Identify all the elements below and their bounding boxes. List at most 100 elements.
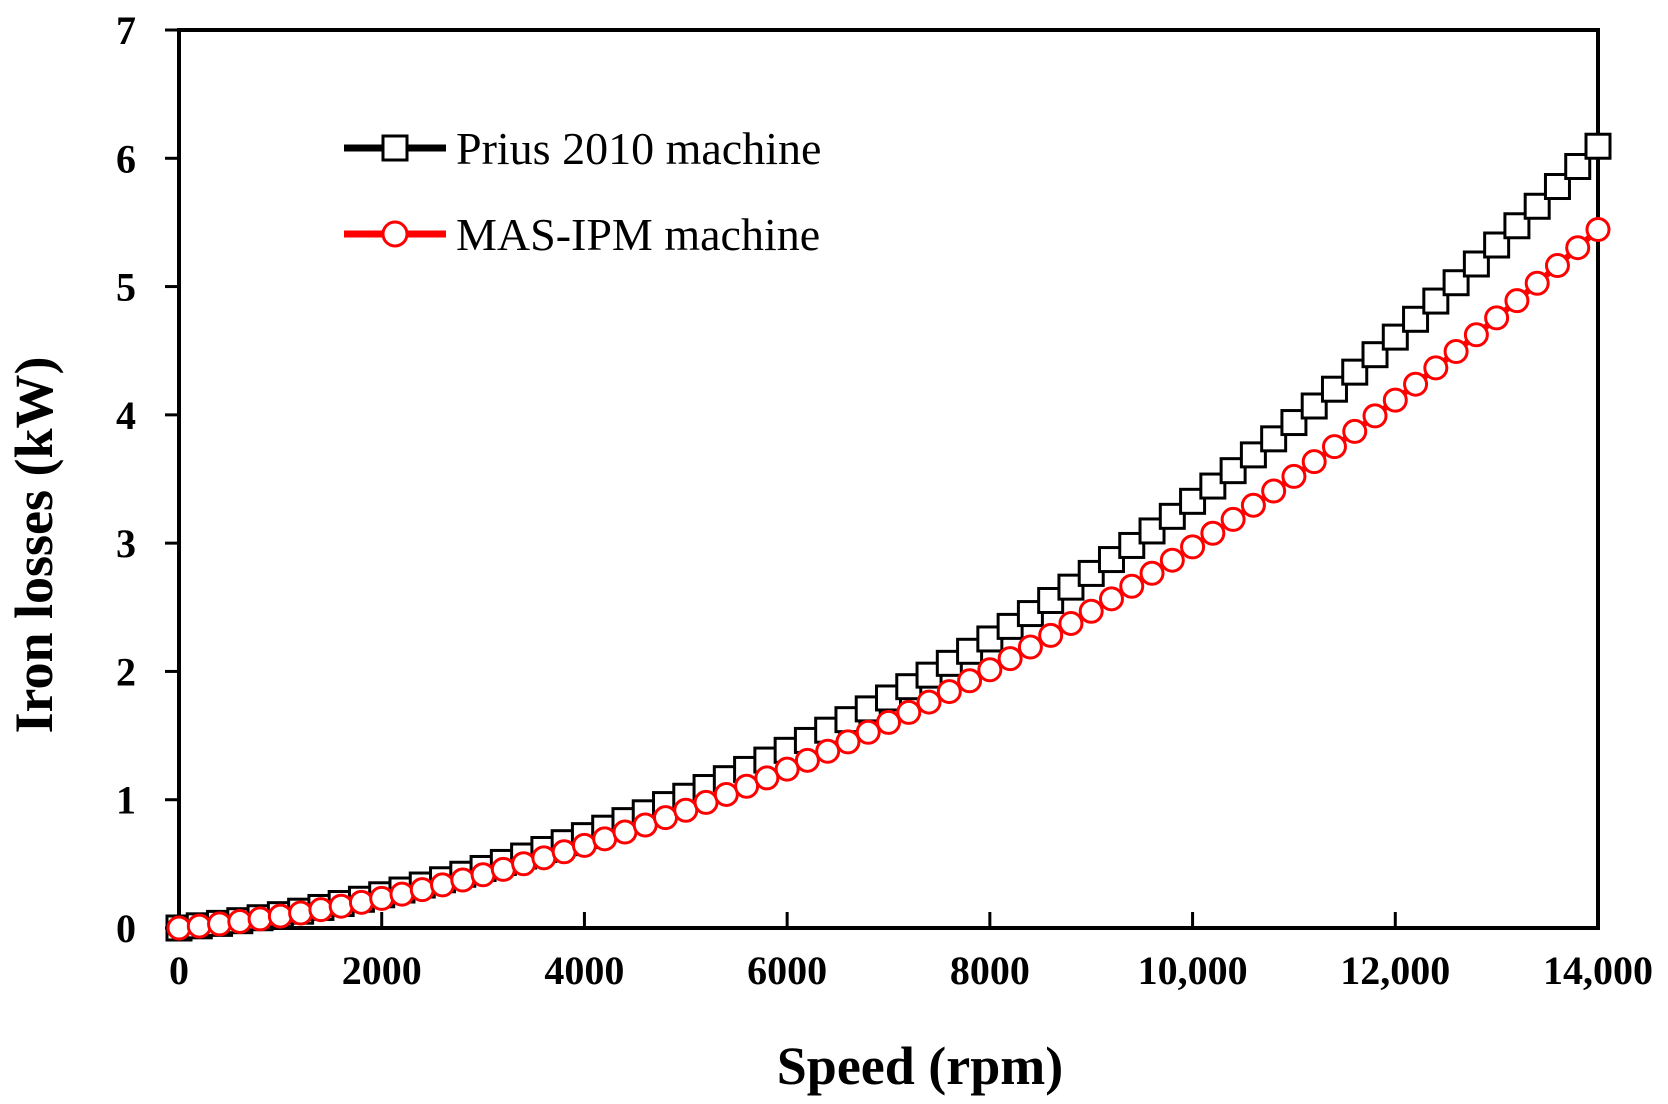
data-point bbox=[734, 773, 760, 799]
data-point bbox=[1544, 253, 1570, 279]
data-point bbox=[1200, 520, 1226, 546]
data-point bbox=[227, 908, 253, 934]
data-point bbox=[450, 867, 476, 893]
data-point bbox=[551, 839, 577, 865]
data-point bbox=[794, 747, 820, 773]
data-point bbox=[936, 679, 962, 705]
data-point bbox=[369, 885, 395, 911]
data-point bbox=[896, 699, 922, 725]
data-point bbox=[470, 862, 496, 888]
data-point bbox=[1281, 463, 1307, 489]
data-point bbox=[997, 646, 1023, 672]
data-point bbox=[1321, 434, 1347, 460]
x-tick-label: 2000 bbox=[342, 948, 422, 993]
data-point bbox=[916, 689, 942, 715]
data-point bbox=[1180, 534, 1206, 560]
data-point bbox=[1403, 371, 1429, 397]
data-point bbox=[592, 826, 618, 852]
data-point bbox=[1179, 487, 1207, 515]
data-point bbox=[409, 877, 435, 903]
legend-marker bbox=[381, 220, 409, 248]
data-point bbox=[1504, 288, 1530, 314]
x-tick-label: 14,000 bbox=[1543, 948, 1653, 993]
data-point bbox=[166, 915, 192, 941]
data-point bbox=[1119, 573, 1145, 599]
data-point bbox=[1220, 506, 1246, 532]
data-point bbox=[957, 668, 983, 694]
data-point bbox=[1423, 355, 1449, 381]
plot-frame bbox=[177, 28, 1600, 930]
legend: Prius 2010 machine MAS-IPM machine bbox=[344, 123, 821, 260]
data-point bbox=[1038, 622, 1064, 648]
data-point bbox=[186, 913, 212, 939]
series-line bbox=[178, 144, 1601, 931]
data-point bbox=[1524, 270, 1550, 296]
data-point bbox=[1463, 322, 1489, 348]
data-point bbox=[713, 781, 739, 807]
series-2 bbox=[166, 216, 1611, 941]
y-tick-label: 4 bbox=[116, 393, 136, 438]
data-point bbox=[1301, 449, 1327, 475]
x-tick-label: 10,000 bbox=[1138, 948, 1248, 993]
data-point bbox=[612, 819, 638, 845]
data-point bbox=[632, 812, 658, 838]
data-point bbox=[1342, 418, 1368, 444]
y-tick-label: 6 bbox=[116, 136, 136, 181]
y-axis-ticks: 0 1 2 3 4 5 6 7 bbox=[116, 8, 179, 951]
y-tick-label: 3 bbox=[116, 521, 136, 566]
data-point bbox=[207, 911, 233, 937]
data-point bbox=[693, 789, 719, 815]
data-point bbox=[1240, 492, 1266, 518]
data-point bbox=[1361, 341, 1389, 369]
series-1 bbox=[165, 132, 1612, 942]
data-point bbox=[1362, 403, 1388, 429]
legend-label: MAS-IPM machine bbox=[456, 209, 820, 260]
data-point bbox=[835, 729, 861, 755]
data-point bbox=[1443, 338, 1469, 364]
data-point bbox=[511, 851, 537, 877]
data-point bbox=[855, 719, 881, 745]
data-point bbox=[977, 657, 1003, 683]
data-point bbox=[1261, 478, 1287, 504]
data-point bbox=[328, 893, 354, 919]
x-tick-label: 6000 bbox=[747, 948, 827, 993]
data-point bbox=[1585, 216, 1611, 242]
data-point bbox=[308, 897, 334, 923]
legend-item: Prius 2010 machine bbox=[344, 123, 821, 174]
data-point bbox=[815, 738, 841, 764]
data-point bbox=[348, 889, 374, 915]
data-point bbox=[571, 832, 597, 858]
data-point bbox=[754, 765, 780, 791]
data-point bbox=[1484, 305, 1510, 331]
data-point bbox=[430, 872, 456, 898]
data-point bbox=[267, 903, 293, 929]
y-tick-label: 2 bbox=[116, 649, 136, 694]
data-point bbox=[1017, 634, 1043, 660]
y-tick-label: 7 bbox=[116, 8, 136, 53]
x-tick-label: 0 bbox=[169, 948, 189, 993]
data-point bbox=[1422, 287, 1450, 315]
data-point bbox=[1139, 560, 1165, 586]
data-point bbox=[389, 881, 415, 907]
data-point bbox=[1058, 610, 1084, 636]
data-point bbox=[1098, 586, 1124, 612]
data-point bbox=[531, 845, 557, 871]
data-point bbox=[1382, 387, 1408, 413]
x-tick-label: 12,000 bbox=[1340, 948, 1450, 993]
x-axis-title: Speed (rpm) bbox=[777, 1036, 1063, 1096]
data-point bbox=[1584, 132, 1612, 160]
data-point bbox=[490, 856, 516, 882]
x-tick-label: 4000 bbox=[544, 948, 624, 993]
legend-item: MAS-IPM machine bbox=[344, 209, 820, 260]
data-point bbox=[288, 900, 314, 926]
series-layer bbox=[165, 132, 1612, 942]
y-tick-label: 5 bbox=[116, 265, 136, 310]
data-point bbox=[1381, 323, 1409, 351]
x-axis-ticks: 0 2000 4000 6000 8000 10,000 12,000 14,000 bbox=[169, 912, 1653, 993]
data-point bbox=[653, 805, 679, 831]
legend-marker bbox=[381, 134, 409, 162]
data-point bbox=[1078, 598, 1104, 624]
data-point bbox=[247, 906, 273, 932]
x-tick-label: 8000 bbox=[950, 948, 1030, 993]
